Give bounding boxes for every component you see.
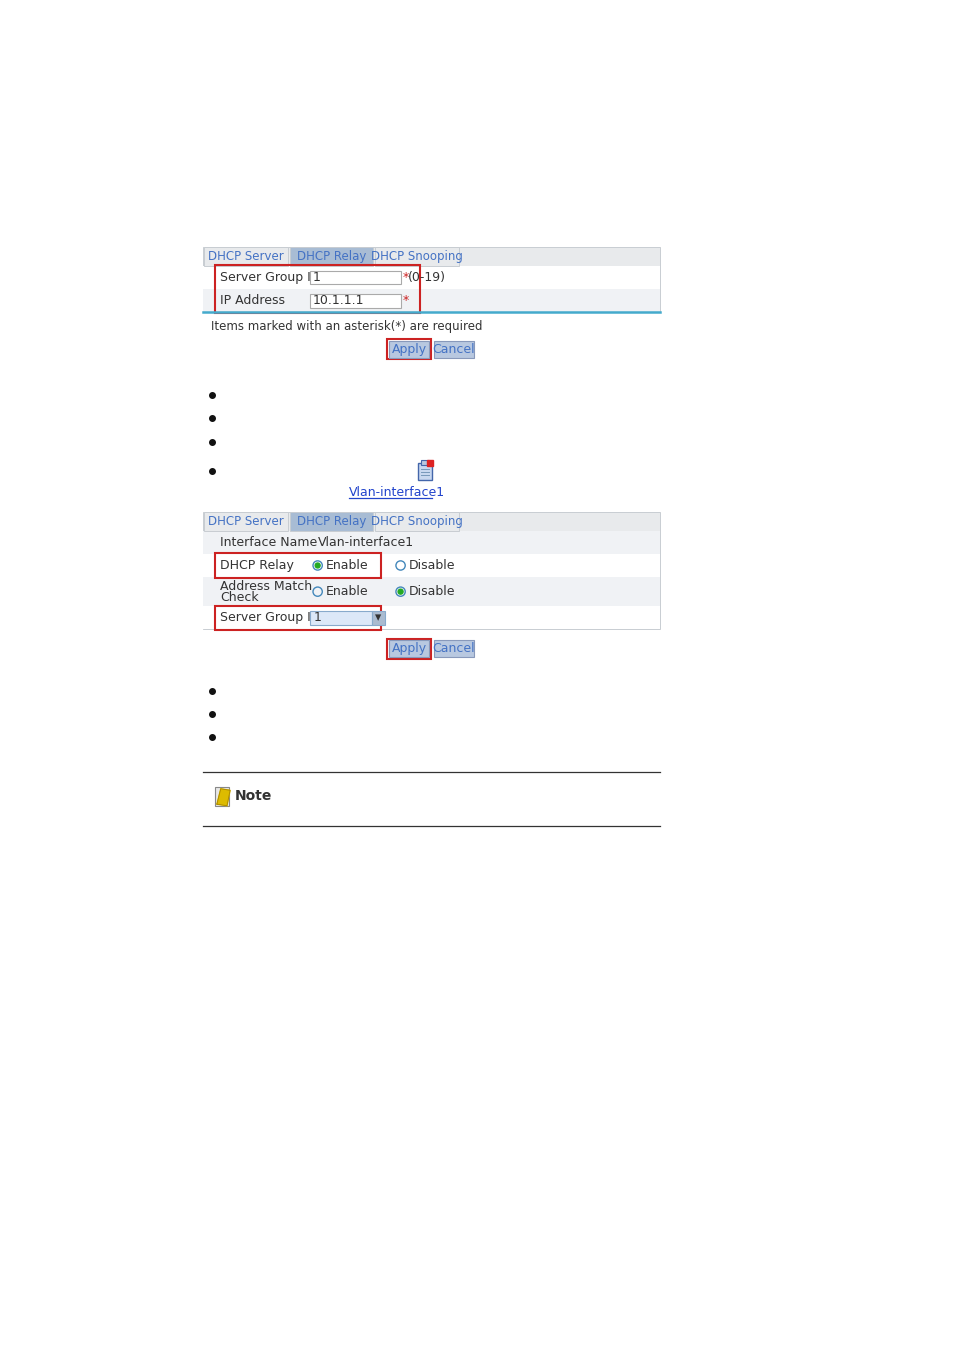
Bar (310, 612, 372, 625)
Text: (0-19): (0-19) (408, 271, 446, 284)
Text: Apply: Apply (391, 643, 426, 655)
Bar (204, 247, 288, 266)
Circle shape (397, 589, 402, 594)
Bar (375, 247, 458, 266)
Text: Enable: Enable (325, 585, 368, 598)
Text: DHCP Relay: DHCP Relay (220, 559, 294, 572)
Bar (214, 787, 229, 806)
Text: IP Address: IP Address (220, 294, 285, 306)
Text: 1: 1 (314, 612, 321, 624)
Text: Apply: Apply (391, 343, 426, 355)
Text: DHCP Snooping: DHCP Snooping (371, 250, 462, 263)
Bar (203, 247, 659, 266)
Text: Disable: Disable (408, 585, 455, 598)
Bar (203, 513, 659, 531)
Text: Server Group ID: Server Group ID (220, 612, 320, 624)
Text: DHCP Snooping: DHCP Snooping (371, 516, 462, 528)
Bar (387, 639, 431, 659)
Text: Items marked with an asterisk(*) are required: Items marked with an asterisk(*) are req… (211, 320, 481, 332)
Bar (214, 265, 419, 313)
Text: DHCP Relay: DHCP Relay (296, 516, 366, 528)
Bar (310, 270, 401, 285)
Bar (389, 340, 429, 358)
Bar (203, 289, 659, 312)
Bar (214, 554, 381, 578)
Polygon shape (216, 788, 230, 806)
Text: Disable: Disable (408, 559, 455, 572)
Bar (372, 612, 385, 625)
Text: Check: Check (220, 590, 258, 603)
Bar (203, 576, 659, 606)
Bar (421, 460, 429, 464)
Bar (434, 640, 474, 657)
Text: DHCP Server: DHCP Server (209, 516, 284, 528)
Text: ▾: ▾ (375, 612, 381, 624)
Circle shape (314, 563, 320, 568)
Bar (418, 463, 432, 481)
Bar (203, 531, 659, 554)
Text: Vlan-interface1: Vlan-interface1 (348, 486, 444, 500)
Text: Address Match: Address Match (220, 579, 312, 593)
Bar (389, 640, 429, 657)
Text: DHCP Server: DHCP Server (209, 250, 284, 263)
Bar (203, 531, 659, 629)
Bar (204, 513, 288, 531)
Bar (203, 266, 659, 289)
Bar (310, 294, 401, 308)
Text: Interface Name: Interface Name (220, 536, 317, 549)
Text: Vlan-interface1: Vlan-interface1 (317, 536, 414, 549)
Text: 1: 1 (313, 271, 320, 284)
Bar (214, 606, 381, 630)
Text: Enable: Enable (325, 559, 368, 572)
Bar (203, 266, 659, 312)
Text: 10.1.1.1: 10.1.1.1 (313, 294, 364, 306)
Bar (375, 513, 458, 531)
Bar (387, 339, 431, 359)
Text: Note: Note (234, 790, 272, 803)
Bar (203, 554, 659, 576)
Text: Cancel: Cancel (433, 343, 475, 355)
Text: Cancel: Cancel (433, 643, 475, 655)
Text: DHCP Relay: DHCP Relay (296, 250, 366, 263)
Bar (434, 340, 474, 358)
Text: *: * (402, 294, 409, 306)
Bar (290, 513, 373, 531)
Bar (290, 247, 373, 266)
Text: Server Group ID: Server Group ID (220, 271, 320, 284)
Bar (203, 606, 659, 629)
Text: *: * (402, 271, 409, 284)
